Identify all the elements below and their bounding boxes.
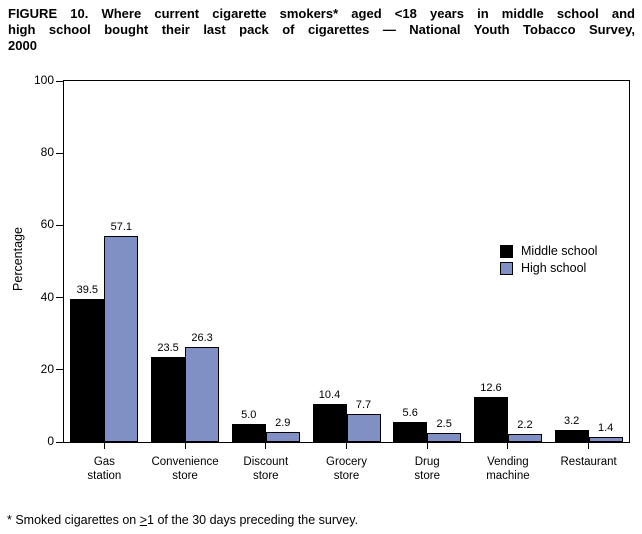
bar [312, 404, 347, 442]
x-category-label-line: store [172, 469, 198, 482]
x-category-label: Discount store [211, 456, 321, 483]
y-tick [56, 152, 64, 154]
figure-title-line-3: 2000 [8, 38, 37, 53]
bar [151, 357, 186, 442]
x-tick [184, 442, 186, 449]
x-category-label-line: Discount [243, 456, 289, 468]
greater-equal-symbol: > [139, 513, 148, 527]
y-tick [56, 441, 64, 443]
x-category-label-line: station [87, 469, 122, 482]
y-tick [56, 297, 64, 299]
x-category-label-line: store [252, 469, 279, 482]
bar-value-label: 12.6 [480, 382, 502, 394]
bar [231, 424, 266, 442]
x-category-label-line: Restaurant [560, 456, 617, 468]
bar-value-label: 39.5 [76, 284, 99, 296]
figure-title-line-1: FIGURE 10. Where current cigarette smoke… [8, 6, 635, 21]
x-category-label-line: store [414, 469, 440, 482]
x-category-label: Drug store [372, 456, 482, 483]
x-category-label-line: Convenience [151, 456, 219, 468]
bar [427, 433, 462, 442]
x-category-label-line: Vending [487, 456, 529, 468]
bar [104, 236, 139, 442]
x-tick [346, 442, 347, 449]
bar-value-label: 1.4 [597, 422, 614, 434]
x-category-label-line: Gas [93, 456, 115, 468]
x-category-label-line: store [333, 469, 360, 482]
x-category-label-line: Drug [414, 456, 440, 468]
bar [265, 432, 300, 442]
y-tick-label: 40 [40, 289, 54, 304]
bar-value-label: 7.7 [355, 399, 372, 411]
x-category-label: Grocery store [292, 456, 402, 483]
plot-area: Middle school High school 0 20 40 60 80 100 Ga… [34, 73, 630, 482]
bar-value-label: 2.9 [275, 417, 291, 429]
legend-swatch-middle-school [500, 244, 513, 258]
bar-value-label: 5.0 [241, 409, 257, 421]
x-tick [265, 442, 267, 449]
x-category-label-line: machine [486, 469, 530, 482]
x-category-label: Restaurant [534, 456, 642, 470]
y-tick [56, 80, 64, 82]
bar [473, 397, 508, 442]
bar [554, 430, 589, 442]
legend: Middle school High school [500, 244, 597, 275]
legend-swatch-high-school [500, 261, 513, 275]
bar [185, 347, 220, 442]
legend-item-high-school: High school [500, 261, 597, 275]
x-tick [507, 442, 509, 449]
y-tick-label: 0 [47, 434, 54, 448]
bar-value-label: 5.6 [402, 407, 418, 419]
x-category-label: Vending machine [453, 456, 563, 483]
bar [346, 414, 381, 442]
legend-label-high-school: High school [521, 261, 587, 275]
x-category-label-line: Grocery [326, 456, 367, 468]
bar [70, 299, 105, 442]
bar-value-label: 26.3 [191, 332, 213, 344]
x-category-label: Gas station [49, 456, 159, 483]
figure-title-line-2: high school bought their last pack of ci… [8, 22, 635, 37]
bar-value-label: 23.5 [157, 342, 179, 354]
x-category-label: Convenience store [130, 456, 240, 483]
bar [507, 434, 542, 442]
figure-title: FIGURE 10. Where current cigarette smoke… [8, 6, 635, 54]
legend-label-middle-school: Middle school [521, 244, 598, 258]
y-tick [56, 224, 64, 226]
y-tick-label: 20 [40, 361, 54, 376]
bar-value-label: 57.1 [110, 221, 133, 233]
legend-item-middle-school: Middle school [500, 244, 597, 258]
x-tick [426, 442, 428, 449]
footnote: * Smoked cigarettes on >1 of the 30 days… [7, 513, 358, 527]
y-tick [56, 369, 64, 371]
bar-value-label: 2.2 [517, 419, 533, 431]
bar-value-label: 2.5 [436, 418, 452, 430]
y-tick-label: 100 [33, 73, 54, 87]
bar-value-label: 10.4 [318, 389, 341, 401]
x-tick [588, 442, 590, 449]
footnote-text-suffix: 1 of the 30 days preceding the survey. [147, 513, 359, 527]
bar [393, 422, 428, 442]
y-tick-label: 80 [40, 145, 54, 160]
footnote-text-prefix: * Smoked cigarettes on [7, 513, 140, 527]
y-tick-label: 60 [40, 217, 54, 232]
bar [588, 437, 623, 442]
bar-value-label: 3.2 [563, 415, 580, 427]
x-tick [103, 442, 105, 449]
